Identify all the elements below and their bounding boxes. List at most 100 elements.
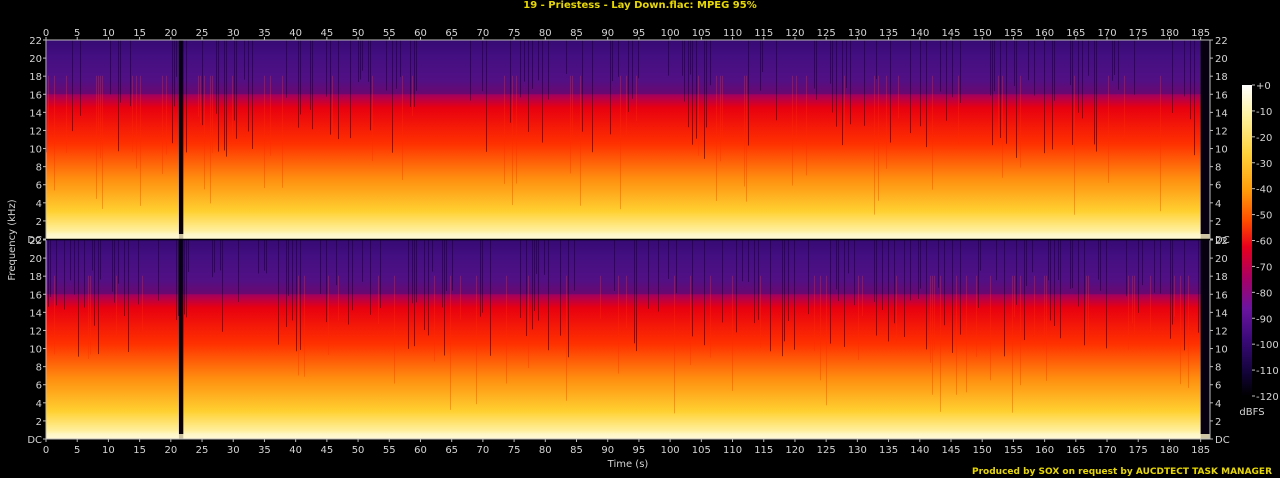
x-tick-label: 95 bbox=[633, 445, 646, 456]
x-tick-label-top: 110 bbox=[723, 28, 742, 39]
y-tick-label-right: 2 bbox=[1215, 417, 1221, 428]
x-tick-label-top: 75 bbox=[508, 28, 521, 39]
x-tick-label: 70 bbox=[477, 445, 490, 456]
x-tick-label-top: 65 bbox=[445, 28, 458, 39]
y-tick-label-right: 8 bbox=[1215, 363, 1221, 374]
x-tick-label: 35 bbox=[258, 445, 271, 456]
channel-panel-2 bbox=[46, 240, 1210, 439]
colorbar-tick-label: -30 bbox=[1256, 159, 1272, 170]
y-tick-label-right: 14 bbox=[1215, 308, 1228, 319]
x-tick-label-top: 120 bbox=[785, 28, 804, 39]
y-tick-label-right: 2 bbox=[1215, 217, 1221, 228]
y-tick-label: 8 bbox=[36, 163, 42, 174]
y-tick-label: 16 bbox=[29, 90, 42, 101]
y-tick-label: 12 bbox=[29, 326, 42, 337]
y-tick-label: 12 bbox=[29, 126, 42, 137]
x-tick-label-top: 180 bbox=[1160, 28, 1179, 39]
y-tick-label: 2 bbox=[36, 417, 42, 428]
y-tick-label-right: 18 bbox=[1215, 272, 1228, 283]
y-tick-label-right: 10 bbox=[1215, 345, 1228, 356]
y-axis-label: Frequency (kHz) bbox=[7, 199, 18, 280]
y-tick-label: 18 bbox=[29, 72, 42, 83]
x-tick-label-top: 20 bbox=[164, 28, 177, 39]
colorbar-tick-label: -50 bbox=[1256, 211, 1272, 222]
x-tick-label: 170 bbox=[1097, 445, 1116, 456]
x-tick-label: 80 bbox=[539, 445, 552, 456]
y-tick-label-right: 16 bbox=[1215, 90, 1228, 101]
colorbar-tick-label: -10 bbox=[1256, 107, 1272, 118]
colorbar-tick-label: -70 bbox=[1256, 262, 1272, 273]
y-tick-label: 22 bbox=[29, 36, 42, 47]
x-tick-label: 110 bbox=[723, 445, 742, 456]
dc-band bbox=[46, 434, 1210, 439]
x-tick-label-top: 0 bbox=[43, 28, 49, 39]
y-tick-label: 4 bbox=[36, 399, 42, 410]
x-tick-label: 55 bbox=[383, 445, 396, 456]
x-tick-label: 115 bbox=[754, 445, 773, 456]
x-tick-label: 120 bbox=[785, 445, 804, 456]
x-tick-label-top: 125 bbox=[817, 28, 836, 39]
x-tick-label-top: 100 bbox=[661, 28, 680, 39]
x-tick-label: 180 bbox=[1160, 445, 1179, 456]
x-tick-label-top: 145 bbox=[941, 28, 960, 39]
x-tick-label-top: 90 bbox=[601, 28, 614, 39]
colorbar-tick-label: -90 bbox=[1256, 314, 1272, 325]
silent-gap bbox=[178, 40, 184, 239]
y-tick-label: 6 bbox=[36, 381, 42, 392]
x-tick-label-top: 165 bbox=[1066, 28, 1085, 39]
y-tick-label-right: DC bbox=[1215, 435, 1230, 446]
y-tick-label: 20 bbox=[29, 254, 42, 265]
y-tick-label: 20 bbox=[29, 54, 42, 65]
x-tick-label-top: 80 bbox=[539, 28, 552, 39]
footer-credit: Produced by SOX on request by AUCDTECT T… bbox=[972, 467, 1272, 477]
colorbar: +0 -10 -20 -30 -40 -50 -60 -70 -80 -90 -100 -110 -12… bbox=[1239, 81, 1278, 418]
colorbar-tick-label: -40 bbox=[1256, 185, 1272, 196]
colorbar-tick-label: +0 bbox=[1256, 81, 1271, 92]
colorbar-tick-label: -20 bbox=[1256, 133, 1272, 144]
x-tick-label-top: 35 bbox=[258, 28, 271, 39]
colorbar-scale bbox=[1242, 85, 1252, 396]
silent-gap bbox=[178, 240, 184, 439]
x-tick-label: 105 bbox=[692, 445, 711, 456]
spectrogram-panels bbox=[46, 40, 1210, 439]
channel-panel-1 bbox=[46, 40, 1210, 239]
x-tick-label: 40 bbox=[289, 445, 302, 456]
x-tick-label-top: 5 bbox=[74, 28, 80, 39]
y-tick-label: 22 bbox=[29, 236, 42, 247]
y-tick-label: 14 bbox=[29, 308, 42, 319]
y-tick-label: DC bbox=[27, 235, 42, 246]
x-tick-label: 130 bbox=[848, 445, 867, 456]
x-tick-label: 85 bbox=[570, 445, 583, 456]
x-tick-label: 135 bbox=[879, 445, 898, 456]
silent-gap bbox=[1200, 240, 1210, 439]
y-tick-label-right: DC bbox=[1215, 235, 1230, 246]
x-tick-label-top: 160 bbox=[1035, 28, 1054, 39]
x-tick-label: 145 bbox=[941, 445, 960, 456]
x-tick-label-top: 60 bbox=[414, 28, 427, 39]
y-tick-label-right: 14 bbox=[1215, 108, 1228, 119]
y-tick-label: 4 bbox=[36, 199, 42, 210]
x-axis-label: Time (s) bbox=[607, 459, 649, 470]
y-tick-label-right: 20 bbox=[1215, 254, 1228, 265]
x-tick-label-top: 155 bbox=[1004, 28, 1023, 39]
x-tick-label: 20 bbox=[164, 445, 177, 456]
x-tick-label: 25 bbox=[196, 445, 209, 456]
y-tick-label-right: 4 bbox=[1215, 199, 1221, 210]
y-tick-label: DC bbox=[27, 435, 42, 446]
x-tick-label-top: 30 bbox=[227, 28, 240, 39]
x-tick-label-top: 170 bbox=[1097, 28, 1116, 39]
x-tick-label-top: 70 bbox=[477, 28, 490, 39]
x-tick-label-top: 15 bbox=[133, 28, 146, 39]
x-tick-label: 100 bbox=[661, 445, 680, 456]
x-tick-label-top: 95 bbox=[633, 28, 646, 39]
x-tick-label-top: 10 bbox=[102, 28, 115, 39]
axes: 0055101015152020252530303535404045455050… bbox=[7, 28, 1230, 470]
x-tick-label: 0 bbox=[43, 445, 49, 456]
y-tick-label: 2 bbox=[36, 217, 42, 228]
y-tick-label: 18 bbox=[29, 272, 42, 283]
x-tick-label: 60 bbox=[414, 445, 427, 456]
x-tick-label: 50 bbox=[352, 445, 365, 456]
y-tick-label-right: 22 bbox=[1215, 36, 1228, 47]
x-tick-label: 155 bbox=[1004, 445, 1023, 456]
colorbar-tick-label: -110 bbox=[1256, 366, 1279, 377]
